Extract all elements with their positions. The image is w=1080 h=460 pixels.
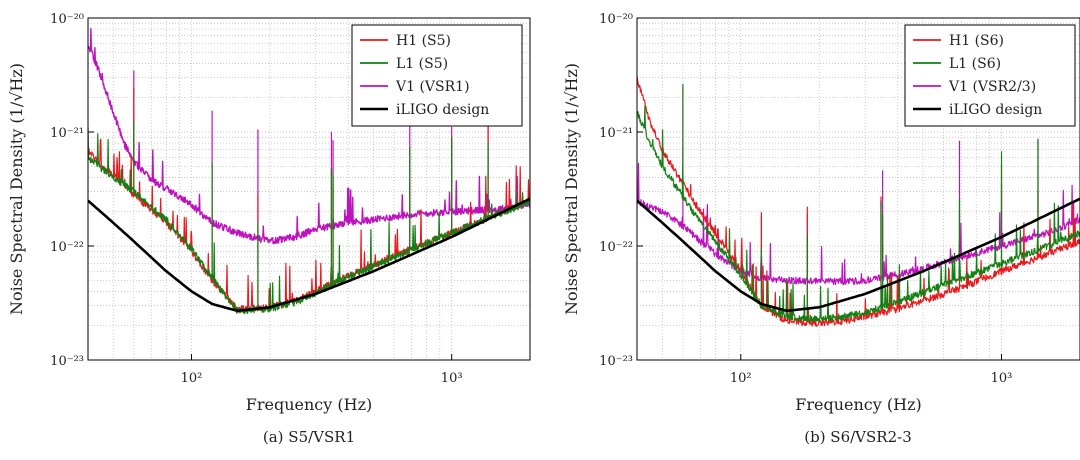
chart-panel-2: 10² 10³ 10⁻²⁰ 10⁻²¹ 10⁻²² 10⁻²³ Frequency (Hz)…	[562, 12, 1080, 446]
series-group	[88, 28, 530, 315]
legend-entry: L1 (S5)	[396, 56, 448, 72]
x-tick-label: 10³	[991, 371, 1013, 386]
axis-frame	[636, 17, 1080, 361]
series-line-iligo-design	[637, 197, 1080, 312]
legend-entry: V1 (VSR1)	[395, 79, 470, 95]
x-tick-label: 10²	[181, 371, 203, 386]
series-line-l1-s6-	[637, 105, 1080, 323]
y-tick-label: 10⁻²¹	[50, 126, 84, 141]
figure-caption: (a) S5/VSR1	[263, 428, 355, 446]
series-line-iligo-design	[88, 197, 530, 312]
x-tick-label: 10³	[441, 371, 463, 386]
y-tick-label: 10⁻²³	[50, 354, 84, 369]
legend-entry: iLIGO design	[949, 102, 1042, 118]
legend-entry: V1 (VSR2/3)	[948, 79, 1036, 95]
y-tick-label: 10⁻²³	[599, 354, 633, 369]
legend-entry: H1 (S6)	[949, 33, 1004, 49]
y-tick-label: 10⁻²⁰	[599, 12, 633, 27]
series-line-h1-s6-	[637, 76, 1080, 327]
series-line-v1-vsr1-	[88, 28, 530, 245]
series-line-v1-vsr2-3-	[637, 162, 1080, 286]
legend: H1 (S6) L1 (S6) V1 (VSR2/3) iLIGO design	[904, 24, 1076, 127]
axis-frame	[87, 17, 531, 361]
x-tick-label: 10²	[730, 371, 752, 386]
x-axis-label: Frequency (Hz)	[246, 395, 373, 414]
x-axis-label: Frequency (Hz)	[795, 395, 922, 414]
y-tick-label: 10⁻²¹	[599, 126, 633, 141]
legend-entry: H1 (S5)	[396, 33, 451, 49]
legend-entry: iLIGO design	[396, 102, 489, 118]
y-axis-label: Noise Spectral Density (1/√Hz)	[562, 63, 581, 315]
figure-caption: (b) S6/VSR2-3	[804, 428, 912, 446]
y-tick-label: 10⁻²²	[50, 240, 84, 255]
series-group	[637, 76, 1080, 327]
legend: H1 (S5) L1 (S5) V1 (VSR1) iLIGO design	[351, 24, 523, 127]
y-axis-label: Noise Spectral Density (1/√Hz)	[7, 63, 26, 315]
chart-panel-1: 10² 10³ 10⁻²⁰ 10⁻²¹ 10⁻²² 10⁻²³ Frequency (Hz)…	[7, 12, 531, 446]
y-tick-label: 10⁻²⁰	[50, 12, 84, 27]
y-tick-label: 10⁻²²	[599, 240, 633, 255]
series-line-l1-s5-	[88, 126, 530, 315]
legend-entry: L1 (S6)	[949, 56, 1001, 72]
